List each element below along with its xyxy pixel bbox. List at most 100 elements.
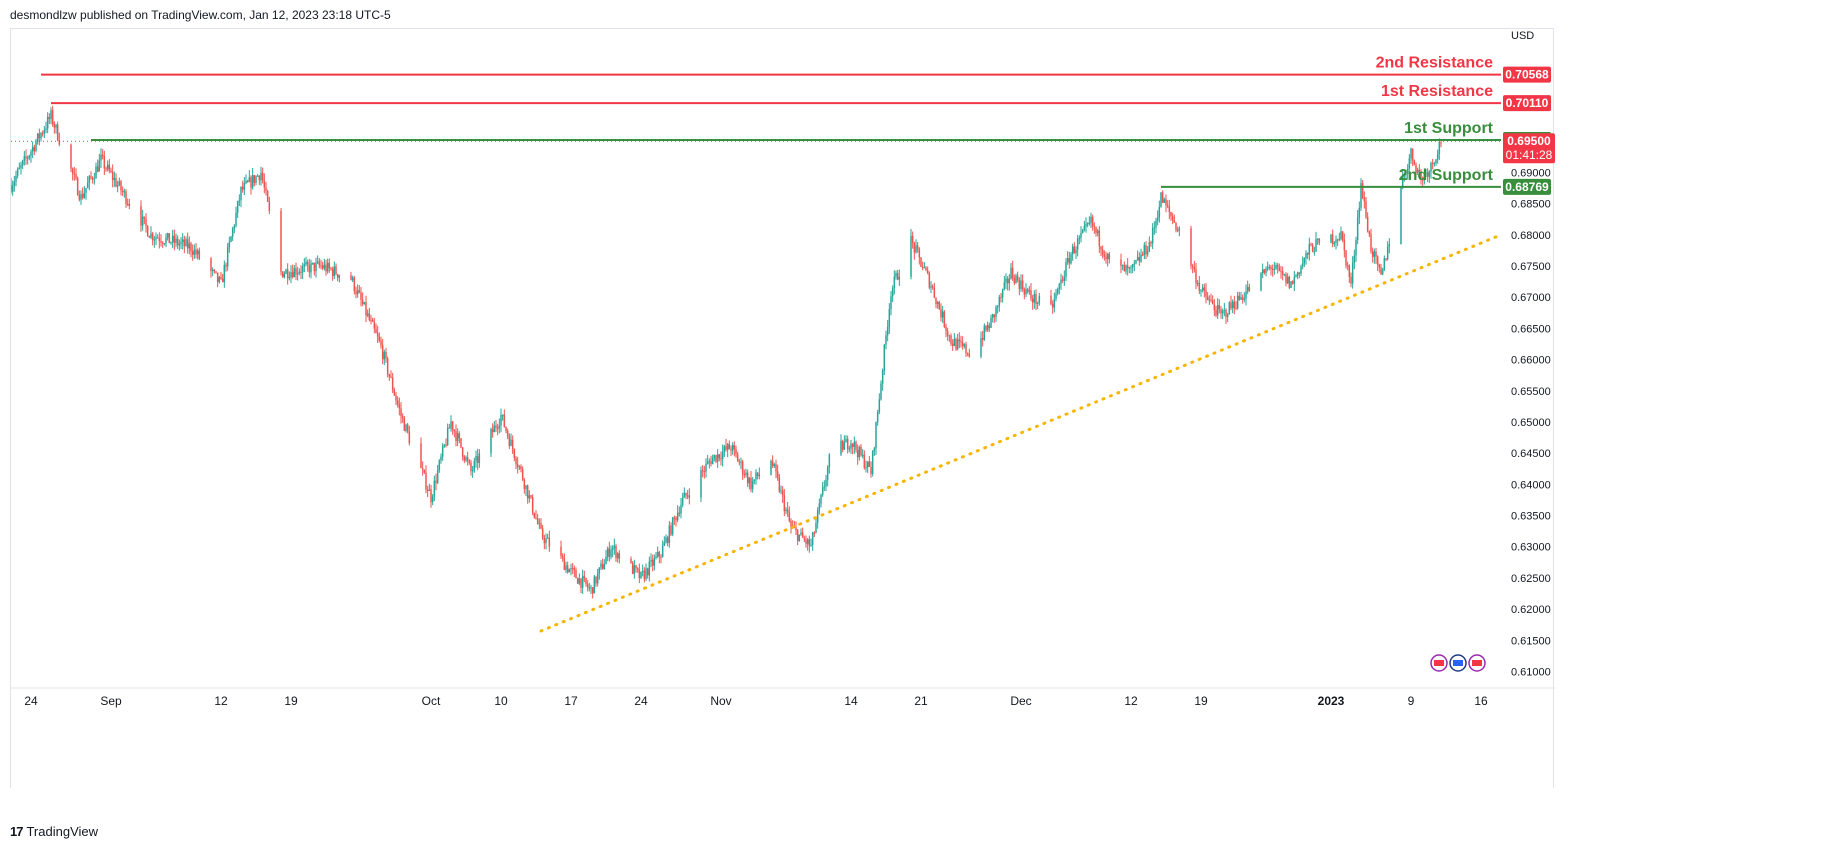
candle-body	[1018, 280, 1021, 289]
candle-body	[663, 542, 666, 547]
candle-body	[535, 517, 537, 519]
candle-body	[1003, 282, 1006, 290]
candle-body	[843, 442, 846, 450]
candle-body	[400, 408, 402, 417]
candle-body	[1266, 267, 1269, 269]
candle-body	[988, 325, 991, 328]
candle-body	[883, 344, 886, 371]
candle-body	[371, 319, 374, 322]
candle-body	[1131, 264, 1134, 268]
candle-body	[1011, 267, 1014, 279]
candle-body	[1371, 251, 1374, 257]
candle-body	[708, 461, 711, 463]
candle-body	[1141, 254, 1144, 256]
candle-body	[568, 569, 571, 573]
candle-body	[1120, 259, 1122, 266]
price-tick-label: 0.67500	[1511, 261, 1551, 273]
candle-body	[1343, 239, 1346, 251]
candle-body	[1245, 291, 1247, 299]
candle-body	[1136, 257, 1139, 261]
candle-body	[185, 239, 187, 247]
candle-body	[330, 268, 332, 270]
candle-body	[443, 444, 446, 447]
candle-body	[1071, 246, 1074, 255]
candle-body	[1406, 168, 1409, 175]
current-price-tag	[1503, 133, 1555, 164]
candle-body	[575, 570, 577, 579]
candle-body	[611, 548, 614, 551]
candle-body	[1261, 269, 1264, 273]
candle-body	[460, 438, 462, 448]
candle-body	[1376, 256, 1379, 265]
candle-body	[926, 269, 929, 274]
candle-body	[88, 176, 91, 184]
candle-body	[331, 269, 334, 277]
candle-body	[993, 314, 996, 317]
candle-body	[1211, 300, 1214, 305]
candle-body	[950, 335, 952, 344]
candle-body	[250, 177, 252, 188]
candle-body	[353, 277, 356, 292]
candle-body	[180, 241, 182, 244]
candle-body	[1103, 254, 1106, 257]
candle-body	[506, 430, 509, 437]
candle-body	[740, 461, 742, 463]
candle-body	[1338, 239, 1341, 241]
candle-body	[790, 521, 792, 527]
candle-body	[1260, 272, 1262, 291]
candle-body	[325, 264, 327, 272]
candle-body	[850, 443, 852, 449]
candle-body	[141, 216, 144, 226]
candle-body	[1068, 258, 1071, 264]
candle-body	[876, 412, 879, 423]
candle-body	[450, 421, 452, 429]
candle-body	[283, 273, 286, 278]
candle-body	[643, 570, 646, 580]
candle-body	[856, 449, 859, 458]
candle-body	[845, 438, 847, 443]
candle-body	[885, 335, 887, 345]
candle-body	[286, 269, 289, 279]
candle-body	[26, 158, 29, 160]
candle-body	[981, 338, 984, 340]
candle-body	[1020, 280, 1022, 289]
candle-body	[1351, 263, 1354, 284]
candle-body	[1176, 230, 1179, 232]
candlestick-chart[interactable]: 2nd Resistance 0.70568 1st Resistance 0.701…	[11, 29, 1555, 789]
candle-body	[165, 237, 167, 244]
candle-body	[751, 480, 754, 490]
candle-body	[1193, 266, 1196, 270]
candle-body	[1123, 264, 1126, 272]
candle-body	[795, 527, 797, 530]
candle-body	[261, 172, 264, 181]
time-tick-label: 10	[494, 694, 508, 708]
candle-body	[403, 418, 406, 431]
candle-body	[703, 471, 706, 473]
chart-frame[interactable]: 2nd Resistance 0.70568 1st Resistance 0.701…	[10, 28, 1555, 789]
resistance-label: 1st Resistance	[1381, 83, 1493, 100]
candle-body	[720, 458, 722, 460]
candle-body	[1298, 272, 1301, 274]
candle-body	[1373, 251, 1376, 257]
candle-body	[1228, 302, 1231, 315]
candle-body	[711, 457, 714, 465]
candle-body	[685, 492, 687, 496]
candle-body	[55, 124, 57, 128]
candle-body	[398, 404, 401, 409]
candle-body	[710, 461, 712, 465]
candle-body	[125, 191, 127, 204]
price-tick-label: 0.63500	[1511, 511, 1551, 523]
candle-body	[151, 233, 154, 241]
candle-body	[991, 314, 994, 318]
candle-body	[1291, 281, 1294, 284]
candle-body	[1026, 289, 1029, 292]
candle-body	[566, 565, 569, 573]
candle-body	[195, 249, 197, 255]
candle-body	[431, 496, 434, 503]
candle-body	[1385, 258, 1387, 260]
candle-body	[311, 262, 314, 264]
candle-body	[1016, 275, 1019, 281]
candle-body	[386, 358, 389, 375]
candle-body	[1150, 242, 1152, 244]
candle-body	[91, 177, 94, 180]
